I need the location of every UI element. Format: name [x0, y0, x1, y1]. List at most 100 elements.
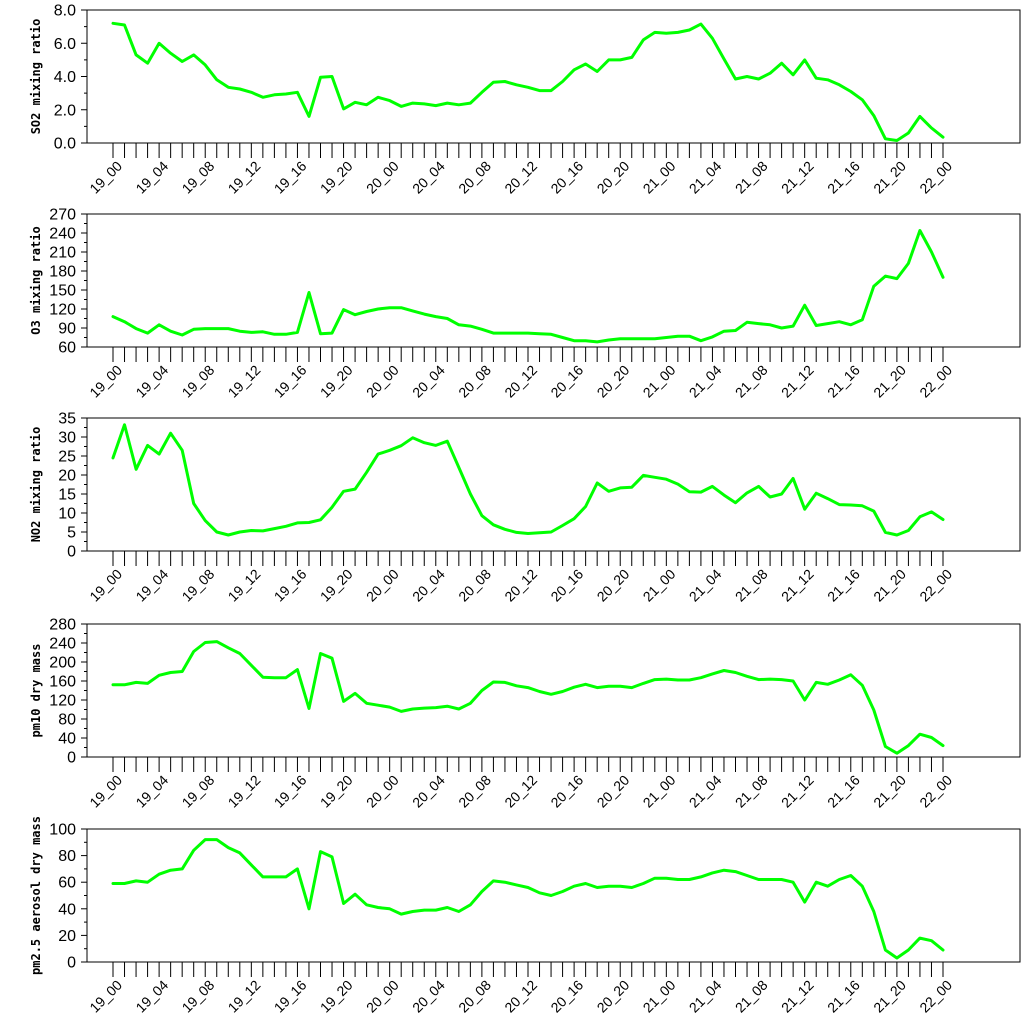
x-tick-label: 21_12: [778, 566, 817, 605]
y-tick-label: 160: [49, 674, 76, 691]
x-tick-label: 21_20: [870, 977, 909, 1016]
y-tick-label: 240: [49, 226, 76, 243]
y-tick-label: 35: [58, 411, 76, 428]
panel-2: 60 90 120 150 180 210 240 270 O3 mixing ratio 19_…: [29, 207, 1021, 401]
y-tick-label: 0: [67, 544, 76, 561]
x-tick-label: 19_08: [178, 362, 217, 401]
x-tick-label: 21_00: [640, 772, 679, 811]
x-tick-label: 19_16: [271, 977, 310, 1016]
x-tick-label: 21_20: [870, 362, 909, 401]
y-tick-label: 10: [58, 506, 76, 523]
x-tick-label: 20_04: [409, 566, 448, 605]
x-tick-label: 19_12: [225, 772, 264, 811]
x-tick-label: 20_20: [593, 362, 632, 401]
x-tick-label: 21_16: [824, 158, 863, 197]
y-tick-label: 0.0: [54, 136, 76, 153]
y-tick-label: 150: [49, 283, 76, 300]
x-tick-label: 20_04: [409, 362, 448, 401]
x-tick-label: 20_16: [547, 362, 586, 401]
x-tick-label: 19_04: [132, 772, 171, 811]
x-tick-label: 19_00: [86, 977, 125, 1016]
x-tick-label: 21_04: [686, 977, 725, 1016]
y-tick-label: 30: [58, 430, 76, 447]
y-tick-label: 60: [58, 340, 76, 357]
x-tick-label: 21_04: [686, 566, 725, 605]
x-tick-label: 20_12: [501, 158, 540, 197]
series-line: [111, 229, 945, 344]
x-tick-label: 22_00: [916, 566, 955, 605]
x-tick-label: 20_04: [409, 158, 448, 197]
x-tick-label: 21_20: [870, 566, 909, 605]
x-tick-label: 20_00: [363, 362, 402, 401]
x-tick-label: 19_16: [271, 158, 310, 197]
series-line: [111, 838, 945, 960]
x-tick-label: 19_04: [132, 977, 171, 1016]
x-tick-label: 19_00: [86, 158, 125, 197]
x-tick-label: 21_20: [870, 772, 909, 811]
y-tick-label: 280: [49, 617, 76, 634]
y-tick-label: 20: [58, 468, 76, 485]
y-tick-label: 80: [58, 712, 76, 729]
x-tick-label: 19_20: [317, 772, 356, 811]
x-tick-label: 20_12: [501, 977, 540, 1016]
x-tick-label: 21_04: [686, 158, 725, 197]
x-tick-label: 20_16: [547, 158, 586, 197]
x-tick-label: 21_00: [640, 977, 679, 1016]
y-tick-label: 80: [58, 848, 76, 865]
x-tick-label: 22_00: [916, 977, 955, 1016]
y-tick-label: 4.0: [54, 69, 76, 86]
x-tick-label: 21_20: [870, 158, 909, 197]
x-tick-label: 21_12: [778, 362, 817, 401]
series-line: [111, 21, 945, 142]
series-line: [111, 423, 945, 537]
x-tick-label: 19_16: [271, 772, 310, 811]
x-tick-label: 19_12: [225, 158, 264, 197]
x-tick-label: 19_16: [271, 362, 310, 401]
x-tick-label: 21_04: [686, 772, 725, 811]
x-tick-label: 19_04: [132, 158, 171, 197]
x-tick-label: 20_16: [547, 772, 586, 811]
x-tick-label: 20_20: [593, 158, 632, 197]
y-tick-label: 200: [49, 655, 76, 672]
x-tick-label: 20_08: [455, 566, 494, 605]
x-tick-label: 21_12: [778, 977, 817, 1016]
x-tick-label: 20_12: [501, 566, 540, 605]
y-tick-label: 0: [67, 955, 76, 972]
y-tick-label: 2.0: [54, 102, 76, 119]
x-tick-label: 21_04: [686, 362, 725, 401]
y-axis-label: pm10 dry mass: [29, 644, 43, 738]
x-tick-label: 20_08: [455, 362, 494, 401]
x-tick-label: 21_08: [732, 566, 771, 605]
x-tick-label: 20_08: [455, 772, 494, 811]
x-tick-label: 20_08: [455, 158, 494, 197]
x-tick-label: 19_08: [178, 158, 217, 197]
y-tick-label: 270: [49, 207, 76, 224]
y-tick-label: 8.0: [54, 3, 76, 20]
x-tick-label: 19_04: [132, 566, 171, 605]
x-tick-label: 21_16: [824, 977, 863, 1016]
x-tick-label: 20_00: [363, 566, 402, 605]
x-tick-label: 19_08: [178, 772, 217, 811]
x-tick-label: 20_16: [547, 977, 586, 1016]
y-tick-label: 120: [49, 302, 76, 319]
x-tick-label: 22_00: [916, 772, 955, 811]
y-tick-label: 100: [49, 822, 76, 839]
x-tick-label: 19_00: [86, 772, 125, 811]
x-tick-label: 19_08: [178, 977, 217, 1016]
x-tick-label: 20_00: [363, 977, 402, 1016]
y-tick-label: 210: [49, 245, 76, 262]
x-tick-label: 21_08: [732, 772, 771, 811]
y-tick-label: 15: [58, 487, 76, 504]
x-tick-label: 19_00: [86, 362, 125, 401]
x-tick-label: 19_20: [317, 977, 356, 1016]
x-tick-label: 19_12: [225, 362, 264, 401]
x-tick-label: 21_16: [824, 566, 863, 605]
x-tick-label: 22_00: [916, 158, 955, 197]
panel-3: 0 5 10 15 20 25 30 35 NO2 mixing ratio 19_00 19_04…: [29, 411, 1021, 605]
y-axis-label: O3 mixing ratio: [29, 226, 43, 334]
y-tick-label: 120: [49, 693, 76, 710]
y-tick-label: 25: [58, 449, 76, 466]
series-line: [111, 640, 945, 755]
